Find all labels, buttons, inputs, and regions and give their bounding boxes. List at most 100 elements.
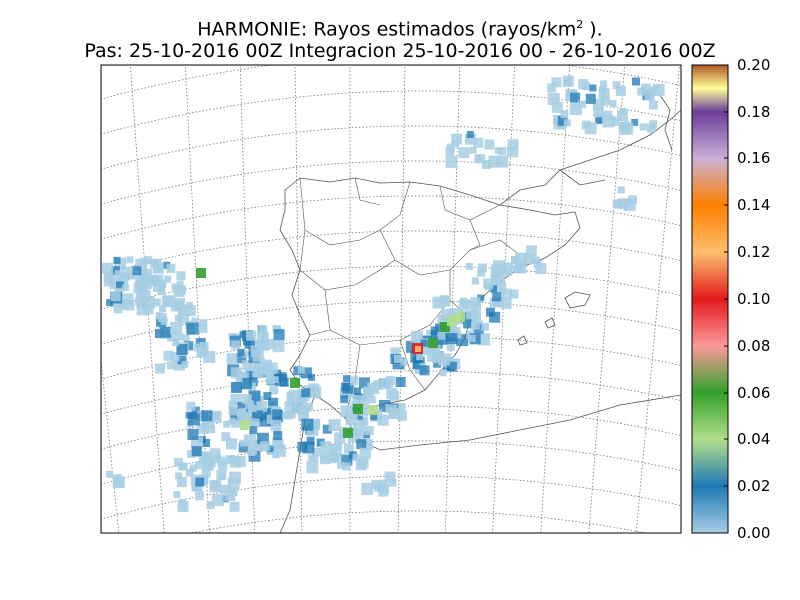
density-cell <box>237 408 247 418</box>
density-cell <box>175 472 183 480</box>
density-cell <box>484 283 492 291</box>
density-cell <box>498 147 507 156</box>
density-cell <box>477 294 485 302</box>
regional-borders <box>299 177 521 419</box>
density-cell <box>264 407 272 415</box>
density-cell <box>136 282 149 295</box>
density-cell <box>263 365 274 376</box>
density-cell <box>390 347 401 358</box>
density-cell <box>132 266 142 276</box>
density-cell <box>266 376 275 385</box>
density-cell <box>470 320 480 330</box>
density-cell <box>396 410 407 421</box>
density-cell <box>185 468 194 477</box>
density-cell <box>531 256 540 265</box>
density-cell <box>438 353 451 366</box>
density-cell <box>264 338 275 349</box>
density-cell <box>340 405 353 418</box>
density-cell <box>311 454 319 462</box>
density-cell <box>266 445 274 453</box>
density-cell <box>330 453 339 462</box>
density-cell <box>356 439 367 450</box>
density-cell <box>161 295 173 307</box>
density-cell <box>334 432 346 444</box>
density-cell <box>253 339 265 351</box>
density-cell <box>449 326 461 338</box>
density-cell <box>288 411 296 419</box>
density-cell <box>612 199 620 207</box>
density-cell <box>223 420 231 428</box>
density-cell <box>273 325 281 333</box>
density-cell <box>178 312 190 324</box>
density-cell <box>458 299 470 311</box>
density-cell <box>386 387 398 399</box>
density-cell <box>152 298 161 307</box>
density-cell <box>395 377 406 388</box>
density-cell <box>595 117 603 125</box>
density-cell <box>356 435 364 443</box>
density-cell <box>167 361 176 370</box>
density-cell <box>495 281 507 293</box>
density-cell <box>370 413 378 421</box>
density-cell <box>187 428 199 440</box>
density-cell <box>263 392 272 401</box>
density-cell <box>500 288 512 300</box>
density-cell <box>244 400 254 410</box>
density-cell <box>279 372 287 380</box>
density-cell <box>199 342 209 352</box>
density-cell <box>489 311 501 323</box>
density-cell <box>465 262 473 270</box>
density-cell <box>341 454 353 466</box>
colorbar-ticks <box>724 64 728 534</box>
density-cell <box>114 270 122 278</box>
density-cell <box>585 93 596 104</box>
density-cell <box>468 334 476 342</box>
density-cell <box>170 322 183 335</box>
density-cell <box>455 312 465 322</box>
density-cell <box>247 448 255 456</box>
density-cell <box>412 362 420 370</box>
density-cell <box>126 256 134 264</box>
density-cell <box>237 402 249 414</box>
colorbar-tick-label: 0.06 <box>737 384 771 402</box>
density-cell <box>433 359 442 368</box>
density-cell <box>584 122 597 135</box>
colorbar-tick-label: 0.14 <box>737 196 771 214</box>
density-cell <box>122 284 130 292</box>
density-cell <box>353 404 363 414</box>
colorbar-tick-label: 0.18 <box>737 103 771 121</box>
density-cell <box>268 397 279 408</box>
density-cell <box>302 441 315 454</box>
density-cell <box>311 447 321 457</box>
density-cell <box>470 297 481 308</box>
colorbar-tick-label: 0.02 <box>737 477 771 495</box>
density-cell <box>452 140 460 148</box>
density-cell <box>388 404 398 414</box>
density-cell <box>198 323 208 333</box>
density-cell <box>143 304 154 315</box>
density-cell <box>474 154 483 163</box>
density-cell <box>110 291 121 302</box>
density-cell <box>244 338 255 349</box>
colorbar-tick-label: 0.10 <box>737 290 771 308</box>
density-cell <box>458 147 470 159</box>
density-cell <box>290 378 300 388</box>
density-cell <box>393 354 402 363</box>
density-cell <box>616 110 628 122</box>
density-cell <box>477 263 487 273</box>
density-cell <box>377 414 389 426</box>
density-cell <box>547 83 557 93</box>
density-cell <box>631 77 640 86</box>
density-cell <box>242 360 253 371</box>
density-cell <box>355 459 367 471</box>
density-cell <box>298 409 310 421</box>
density-cell <box>272 340 285 353</box>
density-cell <box>230 382 242 394</box>
density-cell <box>507 146 519 158</box>
density-cell <box>446 342 455 351</box>
density-cell <box>248 390 261 403</box>
density-cell <box>113 256 121 264</box>
density-cell <box>240 420 250 430</box>
density-cell <box>176 344 188 356</box>
